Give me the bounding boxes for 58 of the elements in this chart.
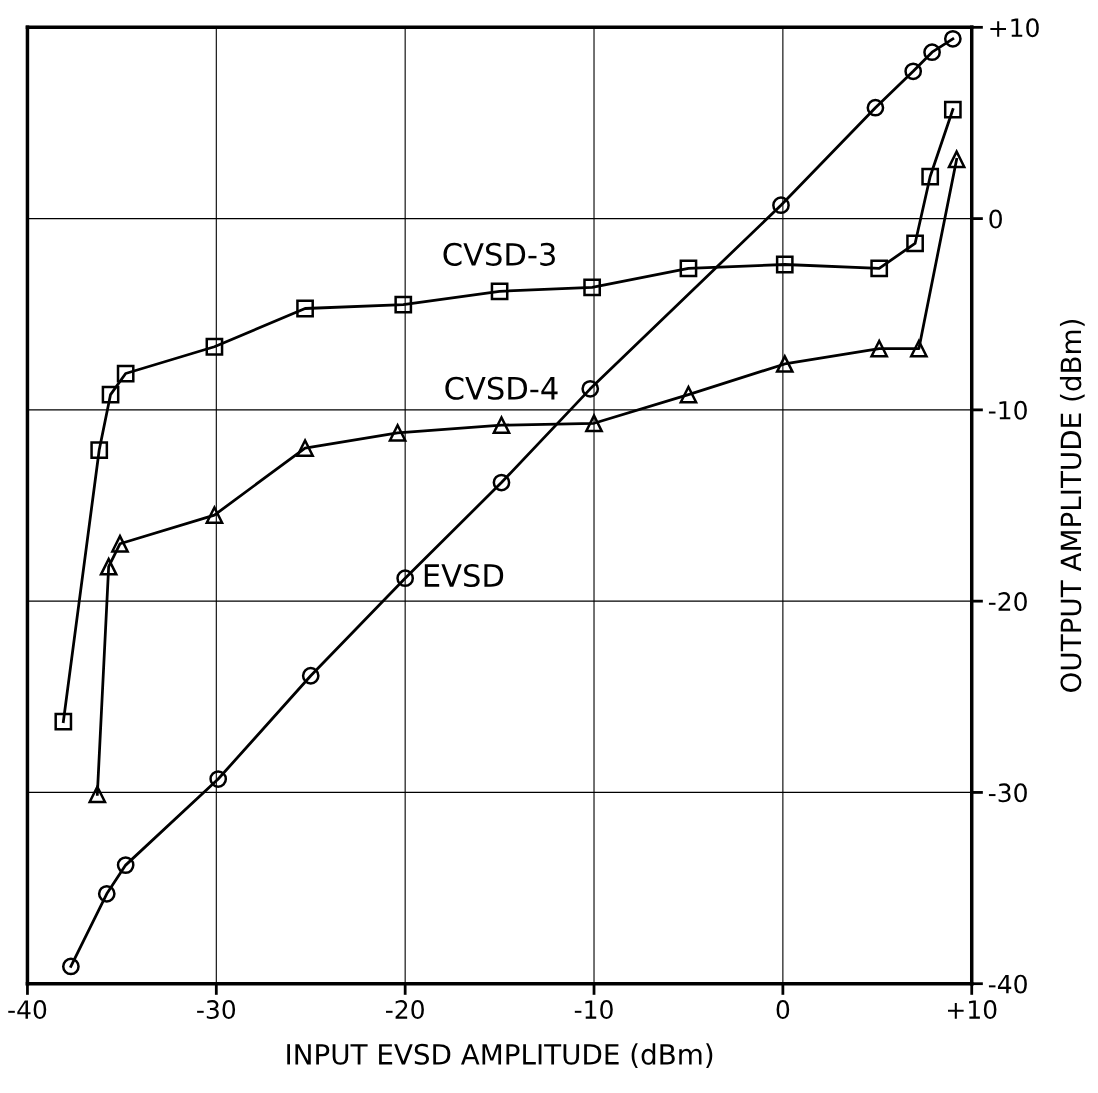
y-tick-label: -40 <box>988 974 1027 994</box>
y-tick-label: +10 <box>990 18 1039 38</box>
series-label: EVSD <box>424 563 504 588</box>
point <box>585 414 603 433</box>
point <box>111 534 129 553</box>
point <box>301 666 320 685</box>
point <box>870 259 889 278</box>
series-label: CVSD-4 <box>445 376 558 400</box>
series-label: CVSD-3 <box>443 242 555 266</box>
point <box>906 234 924 253</box>
point <box>205 506 224 524</box>
point <box>116 364 135 383</box>
point <box>909 339 928 358</box>
point <box>775 255 794 274</box>
point <box>943 100 962 119</box>
point <box>296 299 314 318</box>
y-tick-label: -20 <box>988 592 1027 611</box>
point <box>396 569 415 588</box>
point <box>62 957 80 976</box>
point <box>209 770 228 788</box>
point <box>679 259 698 278</box>
point <box>904 62 923 81</box>
x-tick-label: -20 <box>385 1000 424 1020</box>
point <box>388 423 407 442</box>
point <box>99 557 118 576</box>
point <box>205 337 224 356</box>
point <box>492 416 511 435</box>
x-axis-title: INPUT EVSD AMPLITUDE (dBm) <box>287 1043 713 1069</box>
x-tick-label: -40 <box>8 1000 47 1020</box>
x-tick-label: -10 <box>574 1000 613 1020</box>
point <box>679 385 698 404</box>
x-tick-label: 0 <box>776 1000 790 1020</box>
y-tick-label: -10 <box>988 400 1027 420</box>
point <box>772 196 790 215</box>
point <box>921 167 940 186</box>
y-axis-title: OUTPUT AMPLITUDE (dBm) <box>1059 319 1085 692</box>
point <box>947 150 966 169</box>
point <box>581 379 600 398</box>
point <box>943 29 962 48</box>
point <box>97 884 116 903</box>
point <box>490 282 509 301</box>
x-tick-label: +10 <box>948 1000 997 1020</box>
point <box>90 441 109 459</box>
point <box>394 295 413 314</box>
x-tick-label: -30 <box>197 1000 236 1020</box>
point <box>116 856 135 874</box>
point <box>870 339 889 358</box>
point <box>54 712 73 731</box>
y-tick-label: 0 <box>989 209 1002 229</box>
point <box>88 785 107 804</box>
point <box>866 98 885 117</box>
point <box>775 355 794 373</box>
point <box>296 439 314 458</box>
point <box>492 473 511 492</box>
point <box>923 43 941 62</box>
point <box>101 385 120 404</box>
point <box>583 278 602 297</box>
y-tick-label: -30 <box>988 783 1027 803</box>
